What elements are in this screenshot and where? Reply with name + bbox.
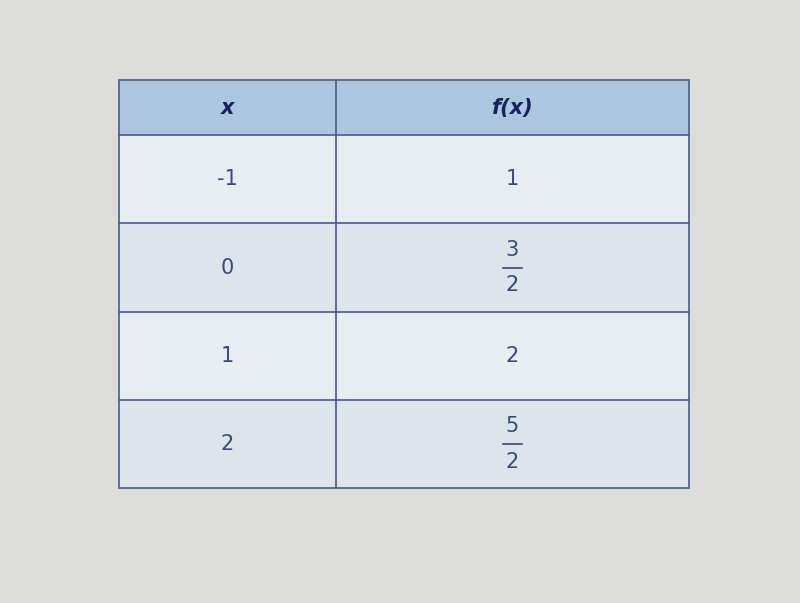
Bar bbox=[119, 80, 336, 135]
Text: 5: 5 bbox=[506, 416, 519, 437]
Text: 2: 2 bbox=[506, 452, 519, 472]
Bar bbox=[119, 312, 336, 400]
Text: x: x bbox=[221, 98, 234, 118]
Bar bbox=[336, 80, 689, 135]
Text: 3: 3 bbox=[506, 240, 519, 260]
Text: -1: -1 bbox=[218, 169, 238, 189]
Bar bbox=[336, 312, 689, 400]
Text: 2: 2 bbox=[221, 434, 234, 454]
Bar bbox=[119, 223, 336, 312]
Bar bbox=[336, 223, 689, 312]
Text: 2: 2 bbox=[506, 275, 519, 295]
Text: f(x): f(x) bbox=[492, 98, 534, 118]
Bar bbox=[119, 400, 336, 488]
Bar bbox=[336, 400, 689, 488]
Text: 1: 1 bbox=[221, 346, 234, 366]
Text: 1: 1 bbox=[506, 169, 519, 189]
Text: 0: 0 bbox=[221, 257, 234, 277]
Bar bbox=[336, 135, 689, 223]
Bar bbox=[119, 80, 689, 488]
Text: 2: 2 bbox=[506, 346, 519, 366]
Bar bbox=[119, 135, 336, 223]
